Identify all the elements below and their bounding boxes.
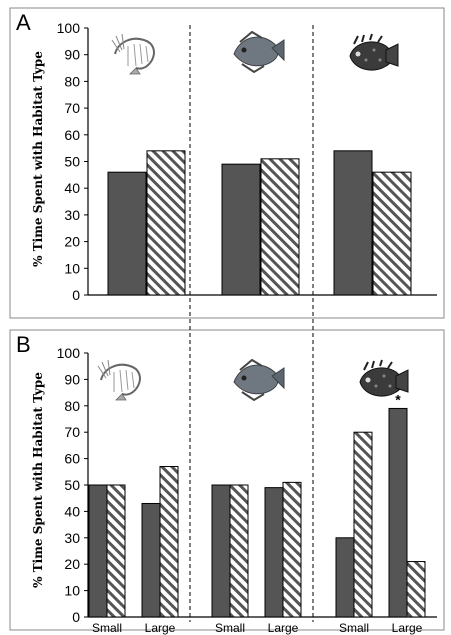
panel-b-frame	[9, 329, 445, 631]
panel-b-x-tick-label: Large	[268, 621, 299, 635]
panel-a-bar-solid	[107, 171, 147, 296]
panel-b-y-tick-label: 100	[57, 345, 81, 361]
panel-b-bar-solid	[88, 484, 108, 618]
panel-b-bar-solid	[388, 407, 408, 618]
panel-a-bar-hatched	[146, 150, 186, 296]
panel-a-frame	[9, 7, 445, 319]
panel-a-y-tick-label: 30	[64, 207, 80, 223]
panel-b-bar-hatched	[353, 431, 373, 618]
panel-a-y-tick-label: 100	[57, 20, 81, 36]
panel-a-y-tick-label: 40	[64, 180, 80, 196]
panel-b-x-tick-label: Small	[339, 621, 369, 635]
panel-b-y-tick-label: 40	[64, 503, 80, 519]
panel-b-bar-hatched	[106, 484, 126, 618]
panel-b-bar-solid	[335, 537, 355, 618]
panel-b-y-tick-label: 0	[72, 609, 80, 625]
panel-b-x-tick-label: Small	[215, 621, 245, 635]
panel-b-y-tick-label: 10	[64, 583, 80, 599]
panel-a-y-tick-label: 50	[64, 154, 80, 170]
flatfish-icon	[233, 359, 285, 401]
panel-a-bars	[107, 150, 412, 296]
panel-a-bar-solid	[221, 163, 261, 296]
panel-b-letter: B	[16, 332, 31, 357]
panel-b-y-tick-label: 30	[64, 530, 80, 546]
scorpionfish-icon	[359, 359, 409, 398]
panel-b-x-tick-labels: Small Large Small Large Small Large	[92, 621, 423, 635]
panel-a-y-tick-label: 0	[72, 287, 80, 303]
shrimp-icon	[111, 33, 155, 75]
panel-a-bar-hatched	[372, 171, 412, 296]
panel-a-y-tick-label: 70	[64, 100, 80, 116]
panel-a-y-tick-label: 10	[64, 260, 80, 276]
panel-b-y-tick-label: 60	[64, 451, 80, 467]
panel-b-bar-hatched	[406, 561, 426, 618]
significance-asterisk: *	[395, 391, 401, 407]
panel-b-y-tick-label: 20	[64, 556, 80, 572]
panel-a-y-tick-label: 60	[64, 127, 80, 143]
panel-b-y-axis-label: % Time Spent with Habitat Type	[31, 372, 45, 588]
panel-b-bar-solid	[141, 502, 161, 618]
panel-a-y-tick-label: 20	[64, 234, 80, 250]
panel-b-y-tick-label: 80	[64, 398, 80, 414]
panel-b-bar-hatched	[229, 484, 249, 618]
panel-b-y-tick-label: 90	[64, 371, 80, 387]
panel-b-y-tick-label: 70	[64, 424, 80, 440]
panel-a-letter: A	[16, 10, 31, 35]
panel-b-x-tick-label: Large	[392, 621, 423, 635]
scorpionfish-icon	[349, 33, 399, 72]
flatfish-icon	[233, 31, 285, 73]
panel-b-y-ticks: 0 10 20 30 40 50 60 70 80 90 100	[57, 345, 88, 625]
panel-a-y-ticks: 0 10 20 30 40 50 60 70 80 90 100	[57, 20, 88, 303]
panel-b-x-tick-label: Small	[92, 621, 122, 635]
panel-a-y-tick-label: 80	[64, 73, 80, 89]
shrimp-icon	[97, 359, 141, 401]
panel-b-x-tick-label: Large	[145, 621, 176, 635]
panel-b-bar-solid	[264, 487, 284, 618]
panel-a-y-axis-label: % Time Spent with Habitat Type	[31, 51, 45, 267]
panel-b-bar-hatched	[282, 481, 302, 618]
panel-b-bar-hatched	[159, 466, 179, 618]
panel-b-bars: *	[88, 391, 426, 618]
panel-b-y-tick-label: 50	[64, 477, 80, 493]
panel-b-bar-solid	[211, 484, 231, 618]
panel-a-y-tick-label: 90	[64, 47, 80, 63]
panel-a-bar-solid	[333, 150, 373, 296]
panel-a-bar-hatched	[260, 158, 300, 296]
